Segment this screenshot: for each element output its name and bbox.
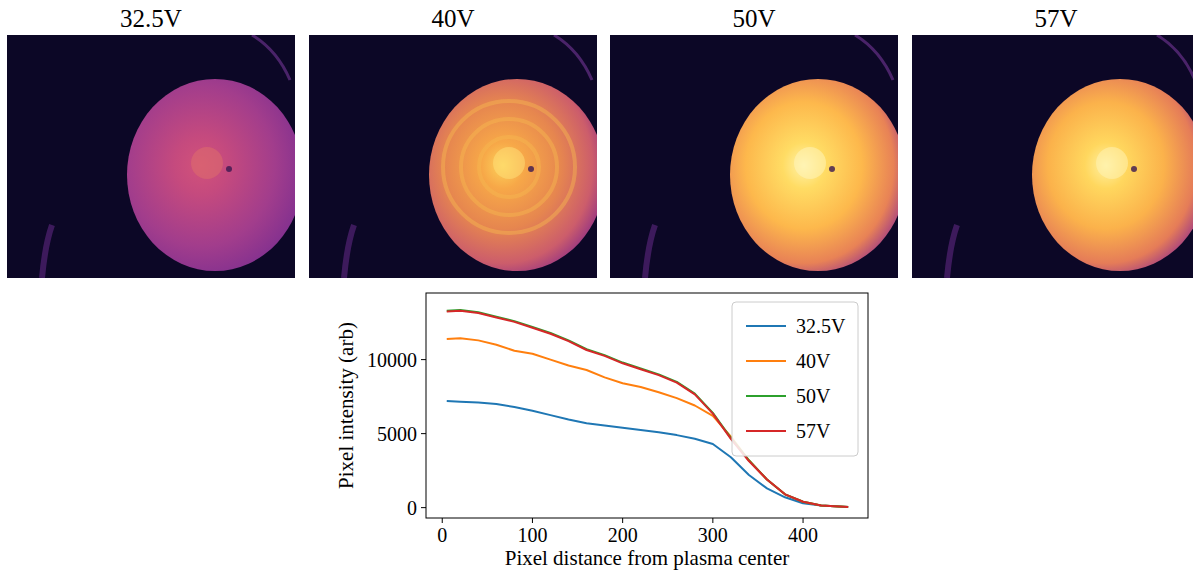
panel-title: 40V (431, 5, 474, 32)
reflection (42, 225, 52, 278)
y-tick (421, 359, 426, 360)
legend-swatch (746, 395, 786, 397)
reflection (645, 225, 655, 278)
x-tick-label: 0 (437, 524, 447, 546)
legend-swatch (746, 430, 786, 432)
y-axis-title: Pixel intensity (arb) (334, 322, 358, 489)
reflection (1157, 35, 1193, 80)
reflection (947, 225, 957, 278)
y-tick-label: 0 (407, 497, 417, 519)
y-tick (421, 507, 426, 508)
plasma-disc (730, 79, 898, 271)
plasma-disc (127, 79, 295, 271)
legend: 32.5V 40V 50V 57V (732, 302, 858, 456)
legend-box (732, 302, 858, 456)
legend-swatch (746, 360, 786, 362)
plasma-disc (429, 79, 597, 271)
panel-title: 50V (732, 5, 775, 32)
x-axis-title: Pixel distance from plasma center (505, 546, 790, 570)
plot-frame (426, 293, 868, 518)
legend-swatch (746, 325, 786, 327)
ring (461, 119, 557, 215)
camera-image (7, 35, 295, 278)
reflection (554, 35, 592, 80)
x-tick-label: 300 (698, 524, 728, 546)
reflection (344, 225, 354, 278)
y-tick (421, 433, 426, 434)
legend-label: 50V (796, 385, 831, 407)
panel-title: 32.5V (120, 5, 182, 32)
legend-label: 57V (796, 420, 831, 442)
core-glow (191, 147, 223, 179)
x-tick (442, 518, 443, 523)
camera-image (912, 35, 1193, 278)
core-glow (493, 147, 525, 179)
dust-spot (1131, 166, 1137, 172)
dust-spot (528, 166, 534, 172)
reflection (855, 35, 893, 80)
x-tick (712, 518, 713, 523)
panel-title: 57V (1034, 5, 1077, 32)
core-glow (1096, 147, 1128, 179)
plasma-disc (1032, 79, 1193, 271)
x-tick (622, 518, 623, 523)
ring (443, 101, 575, 233)
y-tick-label: 5000 (377, 423, 417, 445)
legend-label: 32.5V (796, 315, 846, 337)
x-tick-label: 200 (608, 524, 638, 546)
core-glow (794, 147, 826, 179)
x-tick (532, 518, 533, 523)
dust-spot (226, 166, 232, 172)
y-tick-label: 10000 (367, 349, 417, 371)
ring (479, 137, 539, 197)
legend-label: 40V (796, 350, 831, 372)
x-tick-label: 400 (788, 524, 818, 546)
dust-spot (829, 166, 835, 172)
x-tick (803, 518, 804, 523)
x-tick-label: 100 (517, 524, 547, 546)
camera-image (309, 35, 597, 278)
camera-image (610, 35, 898, 278)
reflection (252, 35, 290, 80)
